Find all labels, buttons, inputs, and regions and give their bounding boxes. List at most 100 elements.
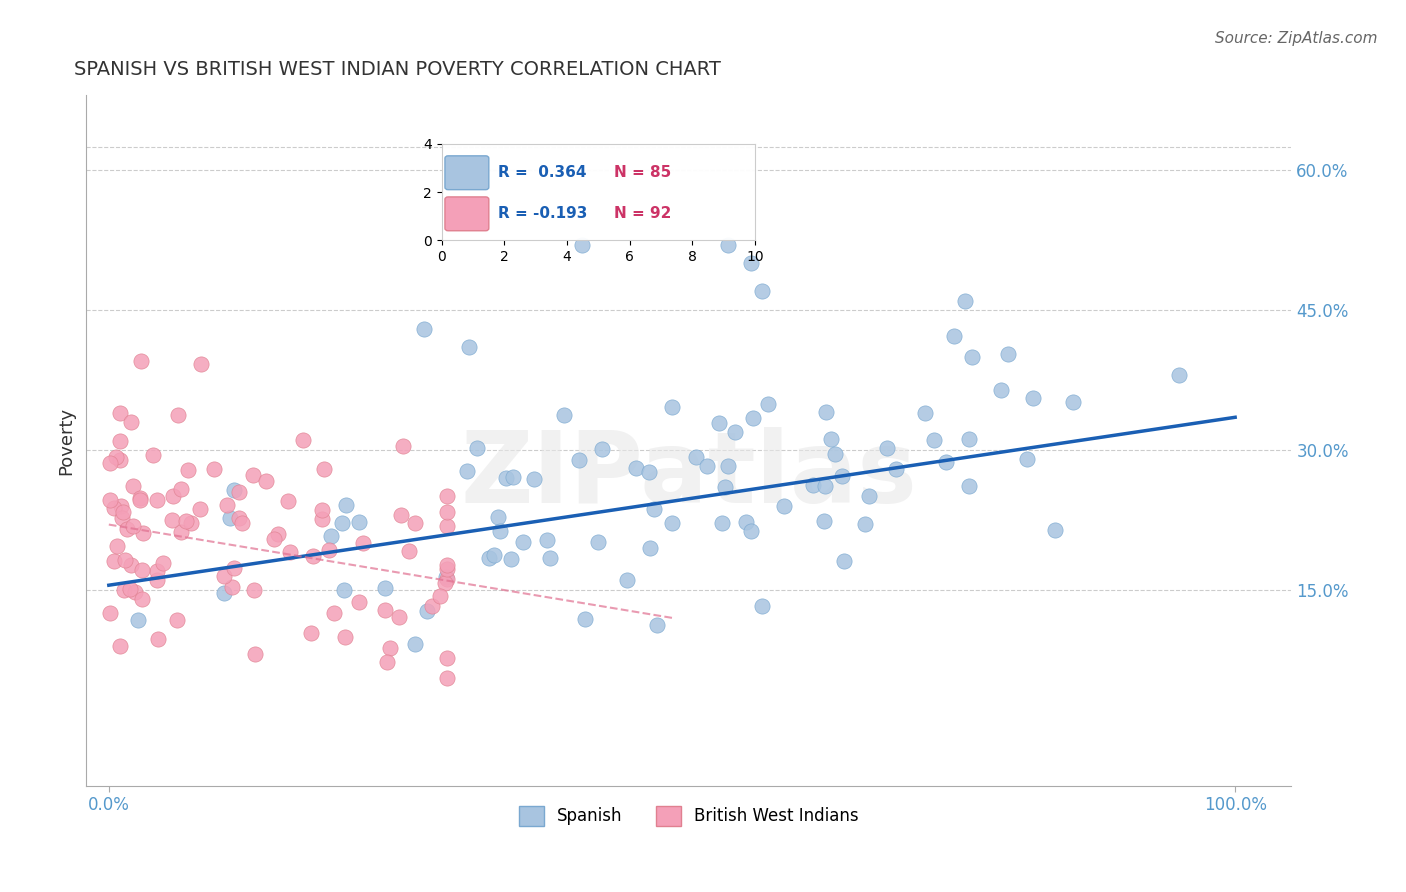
Point	[121, 479, 143, 493]
Point	[824, 447, 846, 461]
Point	[152, 556, 174, 570]
Point	[624, 461, 647, 475]
Point	[436, 651, 458, 665]
Point	[413, 321, 436, 335]
Point	[997, 347, 1019, 361]
Point	[832, 554, 855, 568]
Point	[1015, 452, 1038, 467]
Point	[772, 499, 794, 513]
Point	[190, 357, 212, 371]
Point	[456, 465, 478, 479]
Point	[222, 483, 245, 497]
Point	[536, 533, 558, 547]
Point	[278, 545, 301, 559]
Point	[219, 511, 242, 525]
Point	[389, 508, 412, 523]
Point	[756, 397, 779, 411]
Point	[111, 511, 134, 525]
Point	[465, 441, 488, 455]
Point	[128, 491, 150, 506]
Point	[404, 516, 426, 530]
Point	[711, 516, 734, 530]
Point	[484, 548, 506, 562]
Point	[167, 408, 190, 422]
Point	[740, 256, 762, 270]
Point	[110, 499, 132, 513]
Point	[553, 408, 575, 422]
Point	[876, 442, 898, 456]
Point	[347, 594, 370, 608]
Point	[801, 478, 824, 492]
Point	[436, 562, 458, 576]
Point	[643, 502, 665, 516]
Point	[162, 489, 184, 503]
Point	[98, 492, 121, 507]
Point	[717, 237, 740, 252]
Point	[115, 522, 138, 536]
Point	[212, 585, 235, 599]
Point	[202, 462, 225, 476]
Point	[174, 514, 197, 528]
Point	[616, 573, 638, 587]
Point	[638, 465, 661, 479]
Point	[142, 448, 165, 462]
Point	[180, 516, 202, 530]
Point	[114, 553, 136, 567]
Point	[458, 340, 481, 354]
Point	[398, 543, 420, 558]
Point	[392, 438, 415, 452]
Point	[374, 582, 396, 596]
Point	[349, 515, 371, 529]
Point	[661, 516, 683, 531]
Point	[243, 647, 266, 661]
Point	[243, 583, 266, 598]
Point	[302, 549, 325, 564]
Point	[853, 517, 876, 532]
Point	[242, 468, 264, 483]
Point	[751, 285, 773, 299]
Point	[990, 383, 1012, 397]
Point	[957, 479, 980, 493]
Point	[591, 442, 613, 456]
Point	[814, 479, 837, 493]
Point	[707, 416, 730, 430]
Point	[254, 474, 277, 488]
Point	[586, 535, 609, 549]
Point	[321, 529, 343, 543]
Point	[502, 469, 524, 483]
Legend: Spanish, British West Indians: Spanish, British West Indians	[512, 799, 866, 832]
Point	[222, 561, 245, 575]
Text: ZIPatlas: ZIPatlas	[460, 426, 917, 524]
Point	[1062, 395, 1084, 409]
Point	[228, 511, 250, 525]
Point	[436, 671, 458, 685]
Y-axis label: Poverty: Poverty	[58, 407, 75, 475]
Point	[215, 499, 238, 513]
Point	[131, 592, 153, 607]
Point	[170, 482, 193, 496]
Point	[146, 564, 169, 578]
Point	[538, 551, 561, 566]
Point	[132, 526, 155, 541]
Point	[734, 515, 756, 529]
Point	[696, 459, 718, 474]
Point	[267, 526, 290, 541]
Point	[499, 552, 522, 566]
Point	[98, 606, 121, 620]
Point	[831, 468, 853, 483]
Point	[388, 609, 411, 624]
Point	[922, 434, 945, 448]
Point	[120, 415, 142, 429]
Point	[814, 405, 837, 419]
Point	[146, 492, 169, 507]
Point	[1167, 368, 1189, 383]
Point	[820, 432, 842, 446]
Point	[299, 626, 322, 640]
Point	[105, 539, 128, 553]
Point	[162, 513, 184, 527]
Point	[333, 582, 356, 597]
Point	[228, 485, 250, 500]
Point	[311, 503, 333, 517]
Point	[436, 570, 458, 584]
Point	[1043, 523, 1066, 537]
